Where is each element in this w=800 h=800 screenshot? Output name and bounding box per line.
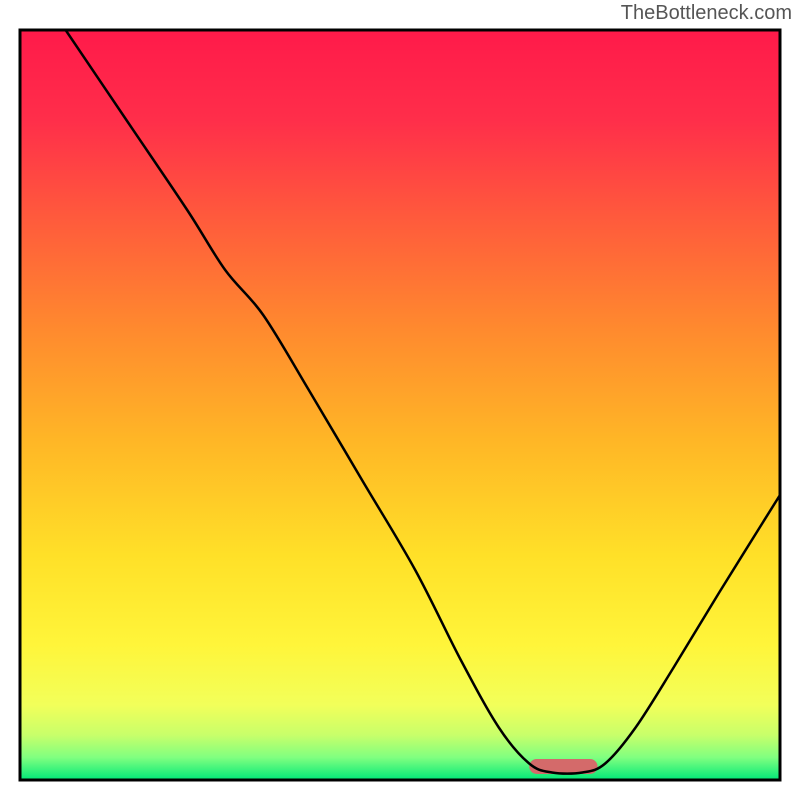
gradient-background	[20, 30, 780, 780]
bottleneck-chart	[0, 0, 800, 800]
plot-area	[20, 30, 780, 780]
attribution-label: TheBottleneck.com	[621, 2, 792, 25]
